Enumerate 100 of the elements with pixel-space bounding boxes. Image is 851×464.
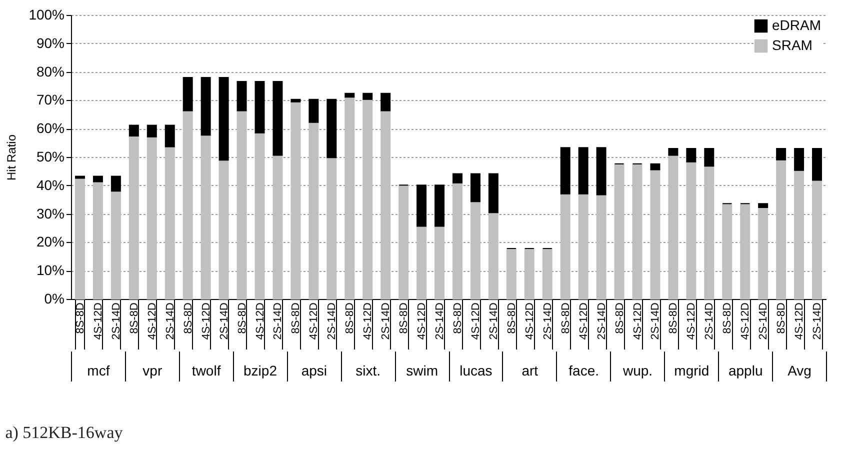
y-tick-label: 80% [36, 63, 64, 80]
bar [596, 147, 606, 196]
text: Avg [788, 362, 812, 378]
x-tick-label: 2S-14D [434, 302, 446, 340]
bar [380, 110, 391, 300]
y-tick-label: 50% [36, 148, 64, 164]
y-tick-label: 70% [36, 92, 64, 108]
bar [578, 147, 588, 194]
text: wup. [622, 362, 653, 378]
x-tick-label: 8S-8D [506, 302, 518, 334]
x-tick-label: 4S-12D [578, 302, 590, 340]
bar [704, 148, 714, 167]
text: applu [728, 362, 763, 378]
y-tick-label: 40% [36, 176, 64, 193]
bar [722, 203, 732, 300]
bar [362, 92, 373, 100]
bar [128, 135, 139, 300]
bar [452, 182, 462, 300]
y-tick-label: 10% [36, 262, 64, 278]
x-tick-label: 8S-8D [182, 302, 194, 334]
x-tick-label: 8S-8D [344, 302, 356, 334]
bar [416, 226, 427, 300]
bar [542, 248, 552, 300]
bar [776, 148, 786, 160]
x-tick-label: 2S-14D [218, 302, 230, 340]
text: mcf [87, 362, 110, 378]
y-tick-label: 90% [36, 34, 64, 51]
x-tick-label: 2S-14D [110, 302, 122, 340]
bar [236, 80, 247, 112]
bar [470, 173, 480, 202]
text: swim [406, 362, 438, 378]
text: apsi [301, 362, 328, 378]
bar [272, 154, 283, 300]
bar [146, 136, 157, 300]
y-tick-label: 30% [36, 205, 64, 222]
bar [470, 201, 480, 300]
bar [434, 226, 445, 300]
legend-label: eDRAM [772, 17, 822, 33]
x-tick-label: 8S-8D [128, 302, 140, 334]
legend-label: SRAM [772, 37, 812, 53]
bar [812, 148, 822, 181]
text: twolf [192, 362, 221, 378]
bar [164, 124, 175, 148]
x-tick-label: 4S-12D [146, 302, 158, 340]
bar [668, 154, 678, 300]
x-tick-label: 4S-12D [794, 302, 806, 340]
x-tick-label: 2S-14D [596, 302, 608, 340]
bar [812, 180, 822, 300]
bar [182, 76, 193, 112]
bar [128, 124, 139, 136]
x-tick-label: 2S-14D [704, 302, 716, 340]
x-tick-label: 2S-14D [380, 302, 392, 340]
bar [308, 98, 319, 123]
text: bzip2 [244, 362, 278, 378]
bar [218, 160, 229, 300]
bar [272, 80, 283, 156]
bar [524, 248, 534, 300]
x-tick-label: 8S-8D [236, 302, 248, 334]
x-tick-label: 8S-8D [722, 302, 734, 334]
bar [326, 157, 337, 300]
x-tick-label: 4S-12D [200, 302, 212, 340]
x-tick-label: 2S-14D [758, 302, 770, 340]
bar [254, 80, 265, 134]
bar [794, 148, 804, 171]
bar [686, 161, 696, 300]
bar [506, 248, 516, 300]
bar [434, 184, 445, 227]
y-tick-label: 0% [44, 290, 64, 306]
bar [614, 163, 624, 300]
text: art [522, 362, 538, 378]
bar [704, 166, 714, 300]
x-tick-label: 4S-12D [524, 302, 536, 340]
bar [236, 110, 247, 300]
x-tick-label: 4S-12D [92, 302, 104, 340]
x-tick-label: 2S-14D [542, 302, 554, 340]
bar [74, 178, 85, 300]
bar [344, 92, 355, 98]
y-tick-label: 60% [36, 120, 64, 136]
text: vpr [142, 362, 162, 378]
bar [146, 124, 157, 138]
x-tick-label: 4S-12D [470, 302, 482, 340]
bar [794, 170, 804, 300]
x-tick-label: 4S-12D [416, 302, 428, 340]
x-tick-label: 2S-14D [164, 302, 176, 340]
y-tick-label: 20% [36, 234, 64, 250]
y-tick-label: 100% [28, 6, 64, 22]
x-tick-label: 8S-8D [290, 302, 302, 334]
x-tick-label: 8S-8D [776, 302, 788, 334]
x-tick-label: 2S-14D [650, 302, 662, 340]
x-tick-label: 8S-8D [560, 302, 572, 334]
bar [290, 101, 301, 300]
bar [776, 159, 786, 300]
x-tick-label: 2S-14D [272, 302, 284, 340]
x-tick-label: 2S-14D [812, 302, 824, 340]
bar [326, 98, 337, 158]
y-axis-title: Hit Ratio [4, 134, 19, 181]
bar [488, 212, 498, 300]
x-tick-label: 4S-12D [308, 302, 320, 340]
text: face. [568, 362, 599, 378]
text: sixt. [356, 362, 381, 378]
